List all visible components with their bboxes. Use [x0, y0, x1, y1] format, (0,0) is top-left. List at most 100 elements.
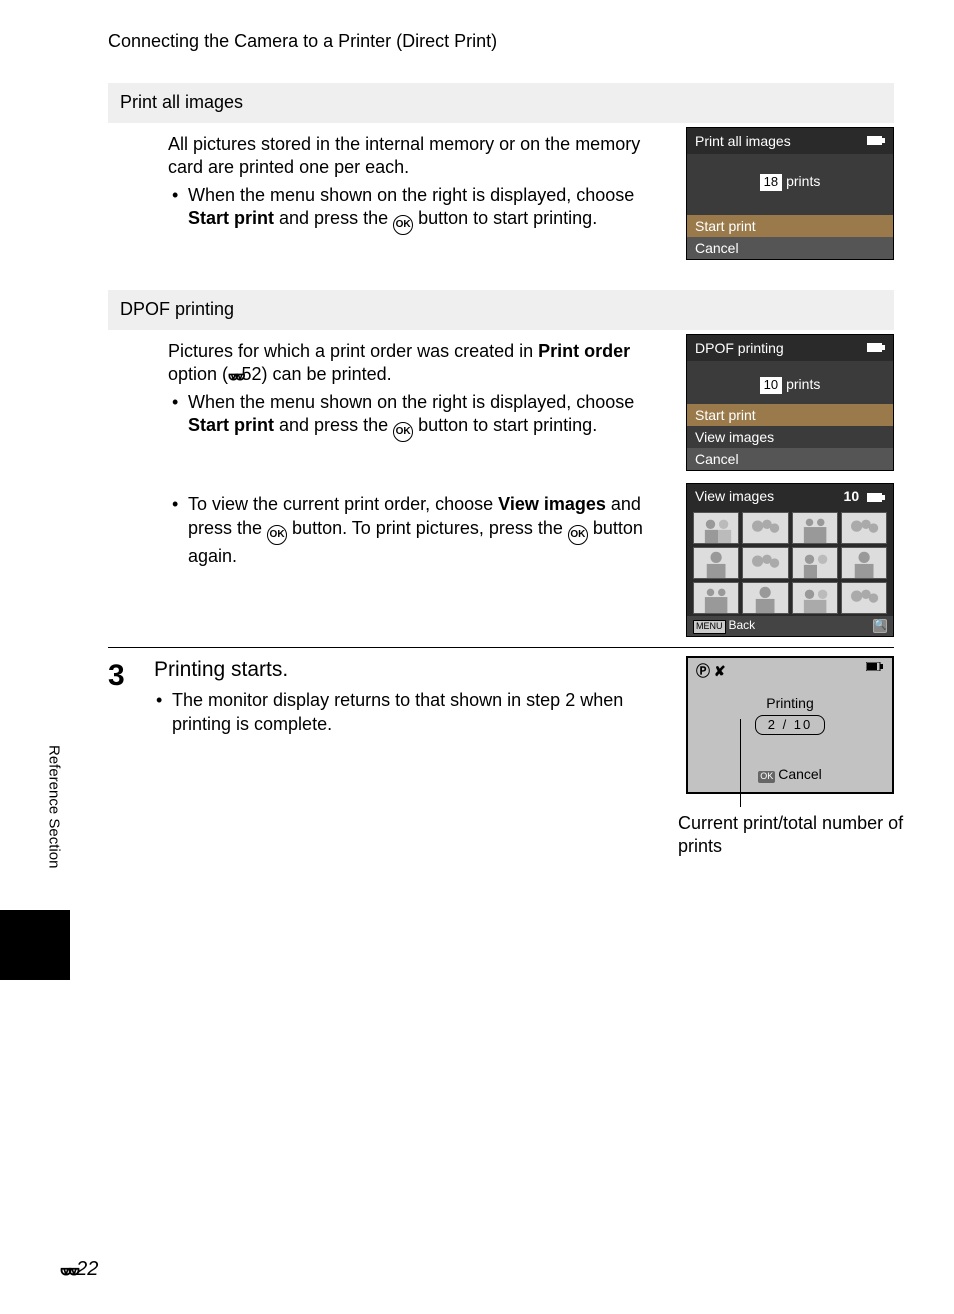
print-all-screen: Print all images 18prints Start print Ca…	[686, 127, 894, 260]
printing-label: Printing	[688, 694, 892, 712]
count-label: prints	[786, 376, 820, 392]
pictbridge-icon: Ⓟ ✘	[696, 662, 726, 680]
print-all-text: All pictures stored in the internal memo…	[168, 127, 666, 260]
ref-icon: 🝦🝦	[60, 1259, 76, 1279]
section-dpof-body1: Pictures for which a print order was cre…	[108, 334, 894, 472]
step-3: 3 Printing starts. The monitor display r…	[108, 647, 894, 858]
step-title: Printing starts.	[154, 656, 668, 683]
thumbnail[interactable]	[841, 582, 887, 614]
thumbnail[interactable]	[693, 547, 739, 579]
step-number: 3	[108, 656, 136, 858]
ok-icon-small: OK	[758, 771, 775, 783]
thumbnail[interactable]	[693, 582, 739, 614]
t: option (	[168, 364, 228, 384]
step-bullet: The monitor display returns to that show…	[154, 689, 668, 736]
dpof-text1: Pictures for which a print order was cre…	[168, 334, 666, 472]
dpof-screen: DPOF printing 10prints Start print View …	[686, 334, 894, 472]
print-all-intro: All pictures stored in the internal memo…	[168, 134, 640, 177]
count-num: 10	[760, 377, 782, 394]
back-button[interactable]: MENUBack	[693, 618, 755, 634]
screen-title: DPOF printing	[687, 335, 893, 361]
thumb-footer: MENUBack 🔍	[687, 616, 893, 636]
thumbnail[interactable]	[742, 582, 788, 614]
t: Cancel	[778, 766, 822, 782]
dpof-text2: To view the current print order, choose …	[168, 483, 666, 637]
thumbnail[interactable]	[792, 582, 838, 614]
thumb-count-wrap: 10	[844, 487, 885, 505]
callout-line	[740, 719, 741, 807]
count-num: 18	[760, 174, 782, 191]
t: Pictures for which a print order was cre…	[168, 341, 538, 361]
page-number: 🝦🝦22	[60, 1256, 98, 1282]
battery-icon	[867, 493, 885, 502]
t: Print order	[538, 341, 630, 361]
t: Back	[729, 618, 756, 632]
battery-icon	[867, 136, 885, 145]
printing-screen: Ⓟ ✘ Printing 2 / 10 OKCancel	[686, 656, 894, 793]
thumb-grid	[687, 508, 893, 616]
screen-start-print[interactable]: Start print	[687, 215, 893, 237]
t: Start print	[188, 208, 274, 228]
t: DPOF printing	[695, 339, 784, 357]
print-all-bullet: When the menu shown on the right is disp…	[168, 184, 666, 235]
ok-icon: OK	[267, 525, 287, 545]
screen-title: Print all images	[687, 128, 893, 154]
t: View images	[498, 494, 606, 514]
t: To view the current print order, choose	[188, 494, 498, 514]
section-print-all-title: Print all images	[108, 83, 894, 122]
thumbnail[interactable]	[792, 512, 838, 544]
screen-count: 18prints	[687, 154, 893, 215]
t: 22	[76, 1258, 98, 1280]
print-screen-col: Ⓟ ✘ Printing 2 / 10 OKCancel Current pri…	[686, 656, 894, 858]
thumbnail[interactable]	[693, 512, 739, 544]
thumbnail[interactable]	[742, 512, 788, 544]
side-tab: Reference Section	[44, 745, 64, 868]
thumbnail[interactable]	[841, 547, 887, 579]
count-label: prints	[786, 173, 820, 189]
dpof-bullet2: To view the current print order, choose …	[168, 493, 666, 568]
callout: Current print/total number of prints	[686, 794, 894, 859]
ps-mid: Printing 2 / 10	[688, 684, 892, 765]
t: Print all images	[695, 132, 791, 150]
thumb-view-screen: View images 10 ME	[686, 483, 894, 637]
thumbnail[interactable]	[841, 512, 887, 544]
t: When the menu shown on the right is disp…	[188, 185, 634, 205]
t: View images	[695, 487, 774, 505]
black-tab	[0, 910, 70, 980]
t: and press the	[274, 415, 393, 435]
page-header: Connecting the Camera to a Printer (Dire…	[0, 0, 954, 53]
ps-top: Ⓟ ✘	[688, 658, 892, 684]
thumbnail[interactable]	[792, 547, 838, 579]
t: Start print	[188, 415, 274, 435]
thumbnail[interactable]	[742, 547, 788, 579]
section-dpof-title: DPOF printing	[108, 290, 894, 329]
section-print-all-body: All pictures stored in the internal memo…	[108, 127, 894, 260]
dpof-bullet1: When the menu shown on the right is disp…	[168, 391, 666, 442]
thumb-count: 10	[844, 488, 860, 504]
screen-view-images[interactable]: View images	[687, 426, 893, 448]
ok-icon: OK	[393, 215, 413, 235]
thumb-title: View images 10	[687, 484, 893, 508]
menu-icon: MENU	[693, 620, 726, 634]
ok-icon: OK	[568, 525, 588, 545]
printing-counter: 2 / 10	[755, 715, 826, 736]
screen-start-print[interactable]: Start print	[687, 404, 893, 426]
content: Print all images All pictures stored in …	[0, 53, 954, 858]
t: button. To print pictures, press the	[287, 518, 568, 538]
t: When the menu shown on the right is disp…	[188, 392, 634, 412]
screen-cancel[interactable]: Cancel	[687, 448, 893, 470]
callout-text: Current print/total number of prints	[678, 794, 908, 859]
t: button to start printing.	[413, 208, 597, 228]
step-body: Printing starts. The monitor display ret…	[154, 656, 668, 858]
ok-icon: OK	[393, 422, 413, 442]
battery-icon	[866, 662, 884, 671]
t: and press the	[274, 208, 393, 228]
t: 52) can be printed.	[242, 364, 392, 384]
zoom-icon[interactable]: 🔍	[873, 619, 887, 633]
ref-icon: 🝦🝦	[228, 367, 241, 384]
screen-cancel[interactable]: Cancel	[687, 237, 893, 259]
section-dpof-body2: To view the current print order, choose …	[108, 483, 894, 637]
screen-count: 10prints	[687, 361, 893, 404]
t: button to start printing.	[413, 415, 597, 435]
ps-cancel[interactable]: OKCancel	[688, 765, 892, 791]
